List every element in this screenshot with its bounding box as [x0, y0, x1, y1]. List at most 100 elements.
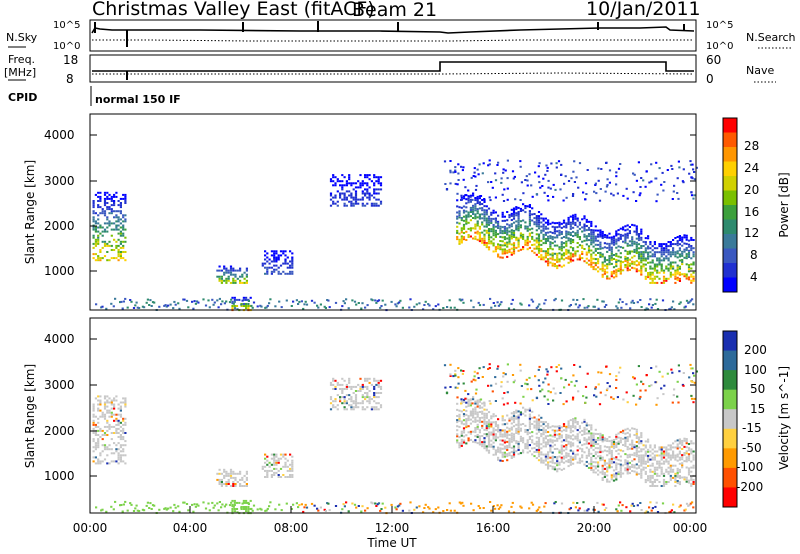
velocity-echo: [642, 444, 645, 447]
power-echo: [615, 240, 618, 243]
velocity-echo: [99, 399, 102, 402]
velocity-echo: [583, 418, 586, 421]
power-echo: [517, 227, 520, 230]
power-echo: [601, 267, 604, 270]
velocity-echo: [528, 438, 531, 440]
power-echo: [512, 248, 516, 251]
power-echo: [526, 244, 529, 247]
velocity-echo: [357, 402, 360, 405]
power-echo: [615, 230, 618, 233]
power-echo: [342, 300, 345, 303]
velocity-echo: [644, 450, 647, 453]
velocity-echo: [103, 432, 107, 434]
power-echo: [99, 249, 102, 251]
velocity-echo: [672, 446, 675, 449]
velocity-echo: [232, 472, 235, 475]
power-echo: [615, 234, 618, 237]
velocity-echo: [501, 439, 504, 442]
power-echo: [628, 244, 631, 247]
power-colorbar-cell: [723, 147, 737, 162]
power-echo: [218, 279, 221, 282]
velocity-echo: [669, 464, 672, 467]
velocity-echo: [622, 429, 625, 432]
power-echo: [239, 269, 242, 272]
velocity-echo: [578, 457, 581, 460]
power-echo: [647, 261, 650, 264]
power-echo: [117, 249, 120, 251]
power-echo: [612, 243, 616, 246]
velocity-echo: [688, 504, 691, 507]
velocity-echo: [245, 485, 248, 487]
velocity-echo: [515, 440, 518, 443]
velocity-echo: [483, 428, 486, 431]
power-echo: [483, 233, 486, 236]
velocity-echo: [556, 464, 559, 467]
power-echo: [644, 237, 647, 240]
velocity-echo: [553, 433, 556, 436]
velocity-echo: [574, 425, 577, 428]
power-echo: [101, 210, 104, 213]
power-echo: [377, 182, 380, 185]
power-echo: [434, 305, 437, 308]
power-echo: [590, 235, 593, 238]
velocity-echo: [610, 466, 613, 469]
velocity-echo: [519, 402, 522, 405]
velocity-echo: [574, 435, 577, 438]
power-echo: [528, 206, 531, 208]
velocity-echo: [501, 443, 504, 446]
velocity-echo: [560, 444, 563, 447]
velocity-echo: [569, 445, 572, 448]
power-echo: [462, 232, 466, 234]
power-echo: [556, 222, 559, 225]
velocity-echo: [535, 444, 538, 447]
power-echo: [343, 202, 346, 205]
power-echo: [208, 306, 211, 309]
velocity-echo: [572, 396, 575, 399]
power-echo: [576, 242, 579, 244]
velocity-echo: [540, 453, 543, 456]
power-echo: [637, 247, 641, 250]
power-echo: [644, 243, 647, 246]
power-echo: [483, 219, 486, 222]
power-echo: [551, 256, 554, 259]
power-echo: [685, 249, 688, 251]
velocity-echo: [490, 433, 493, 436]
power-echo: [354, 190, 358, 193]
power-echo: [672, 300, 675, 303]
velocity-echo: [692, 478, 695, 481]
power-echo: [165, 305, 168, 308]
velocity-echo: [542, 439, 545, 442]
power-echo: [236, 269, 239, 272]
power-echo: [635, 233, 638, 236]
velocity-echo: [334, 379, 337, 382]
velocity-echo: [590, 469, 593, 471]
power-echo: [343, 176, 346, 179]
power-echo: [605, 185, 609, 188]
power-echo: [556, 234, 559, 237]
velocity-echo: [542, 427, 545, 430]
velocity-echo: [348, 381, 351, 384]
velocity-echo: [458, 436, 461, 439]
power-echo: [551, 258, 554, 261]
velocity-echo: [685, 502, 689, 505]
velocity-echo: [351, 502, 354, 505]
power-echo: [510, 212, 513, 215]
power-echo: [636, 301, 639, 304]
power-echo: [169, 303, 172, 306]
power-echo: [467, 215, 470, 218]
power-echo: [637, 243, 641, 246]
velocity-echo: [481, 443, 484, 446]
power-echo: [551, 231, 554, 234]
power-echo: [524, 205, 527, 207]
power-echo: [578, 221, 581, 224]
velocity-echo: [565, 454, 568, 457]
power-echo: [637, 257, 641, 260]
velocity-echo: [515, 432, 518, 434]
velocity-echo: [687, 449, 691, 452]
power-echo: [569, 238, 572, 241]
power-echo: [232, 267, 235, 270]
velocity-echo: [616, 510, 619, 513]
power-echo: [649, 247, 652, 250]
power-echo: [490, 306, 493, 309]
power-echo: [537, 245, 541, 248]
